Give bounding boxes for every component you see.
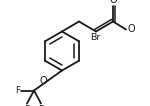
Text: F: F [24, 105, 30, 106]
Text: Br: Br [90, 33, 101, 42]
Text: O: O [110, 0, 117, 5]
Text: F: F [15, 86, 20, 95]
Text: O: O [127, 24, 135, 34]
Text: F: F [38, 105, 43, 106]
Text: O: O [40, 75, 48, 86]
